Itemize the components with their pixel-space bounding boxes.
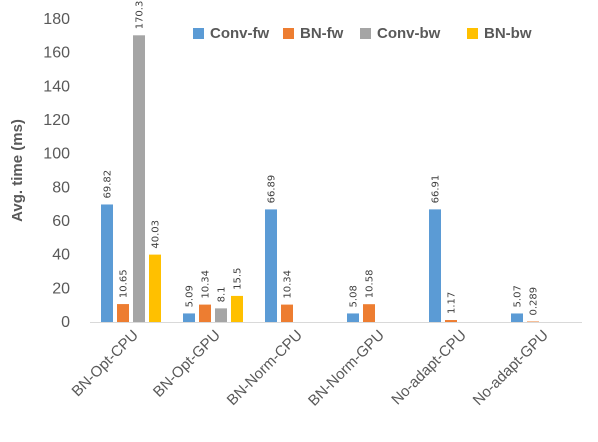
bar-conv-fw-no-adapt-cpu bbox=[429, 209, 441, 322]
data-labels: 69.82 10.65 170.32 40.03 5.09 10.34 8.1 15.5 66.… bbox=[103, 0, 540, 316]
bar-conv-fw-bn-norm-gpu bbox=[347, 313, 359, 322]
data-label: 10.34 bbox=[201, 270, 212, 299]
legend-label-bn-fw: BN-fw bbox=[300, 25, 344, 42]
y-tick-label: 160 bbox=[43, 45, 70, 62]
bar-conv-fw-bn-norm-cpu bbox=[265, 209, 277, 322]
legend-label-bn-bw: BN-bw bbox=[484, 25, 532, 42]
bar-bn-fw-bn-norm-gpu bbox=[363, 304, 375, 322]
x-tick-label: BN-Norm-GPU bbox=[305, 327, 388, 410]
data-label: 8.1 bbox=[217, 286, 228, 302]
data-label: 1.17 bbox=[447, 292, 458, 314]
y-tick-label: 40 bbox=[52, 247, 70, 264]
y-tick-label: 100 bbox=[43, 146, 70, 163]
data-label: 10.58 bbox=[365, 270, 376, 299]
data-label: 5.07 bbox=[513, 285, 524, 307]
data-label: 69.82 bbox=[103, 170, 114, 199]
y-axis-title: Avg. time (ms) bbox=[9, 119, 26, 222]
bar-bn-fw-no-adapt-gpu bbox=[527, 321, 539, 322]
y-tick-label: 20 bbox=[52, 280, 70, 297]
x-tick-label: No-adapt-GPU bbox=[470, 327, 552, 409]
bar-bn-fw-bn-opt-gpu bbox=[199, 304, 211, 322]
bar-bn-bw-bn-opt-gpu bbox=[231, 295, 243, 322]
data-label: 15.5 bbox=[233, 268, 244, 290]
category-labels: BN-Opt-CPU BN-Opt-GPU BN-Norm-CPU BN-Norm-G… bbox=[69, 327, 552, 410]
bars bbox=[101, 35, 539, 322]
data-label: 10.34 bbox=[283, 270, 294, 299]
y-tick-label: 80 bbox=[52, 179, 70, 196]
x-tick-label: BN-Opt-CPU bbox=[69, 327, 142, 400]
bar-conv-fw-bn-opt-cpu bbox=[101, 204, 113, 322]
y-tick-label: 140 bbox=[43, 78, 70, 95]
legend-label-conv-bw: Conv-bw bbox=[377, 25, 441, 42]
bar-conv-fw-bn-opt-gpu bbox=[183, 313, 195, 322]
legend-swatch-conv-bw bbox=[360, 28, 371, 39]
bar-conv-bw-bn-opt-gpu bbox=[215, 308, 227, 322]
data-label: 66.91 bbox=[431, 175, 442, 204]
data-label: 40.03 bbox=[151, 220, 162, 249]
legend-label-conv-fw: Conv-fw bbox=[210, 25, 269, 42]
data-label: 0.289 bbox=[529, 287, 540, 316]
legend-swatch-conv-fw bbox=[193, 28, 204, 39]
data-label: 5.09 bbox=[185, 285, 196, 307]
data-label: 66.89 bbox=[267, 175, 278, 204]
y-axis-title-group: Avg. time (ms) bbox=[9, 119, 26, 222]
data-label: 170.32 bbox=[135, 0, 146, 29]
x-tick-label: BN-Norm-CPU bbox=[224, 327, 306, 409]
bar-bn-bw-bn-opt-cpu bbox=[149, 254, 161, 322]
y-axis-ticks: 0 20 40 60 80 100 120 140 160 180 bbox=[43, 11, 70, 331]
legend: Conv-fw BN-fw Conv-bw BN-bw bbox=[193, 25, 532, 42]
y-tick-label: 0 bbox=[61, 314, 70, 331]
bar-bn-fw-bn-norm-cpu bbox=[281, 304, 293, 322]
legend-swatch-bn-fw bbox=[283, 28, 294, 39]
legend-swatch-bn-bw bbox=[467, 28, 478, 39]
x-tick-label: No-adapt-CPU bbox=[388, 327, 470, 409]
bar-conv-fw-no-adapt-gpu bbox=[511, 313, 523, 322]
data-label: 5.08 bbox=[349, 285, 360, 307]
bar-bn-fw-no-adapt-cpu bbox=[445, 320, 457, 322]
data-label: 10.65 bbox=[119, 269, 130, 298]
x-tick-label: BN-Opt-GPU bbox=[150, 327, 224, 401]
y-tick-label: 180 bbox=[43, 11, 70, 28]
bar-bn-fw-bn-opt-cpu bbox=[117, 304, 129, 322]
y-tick-label: 60 bbox=[52, 213, 70, 230]
bar-conv-bw-bn-opt-cpu bbox=[133, 35, 145, 322]
y-tick-label: 120 bbox=[43, 112, 70, 129]
